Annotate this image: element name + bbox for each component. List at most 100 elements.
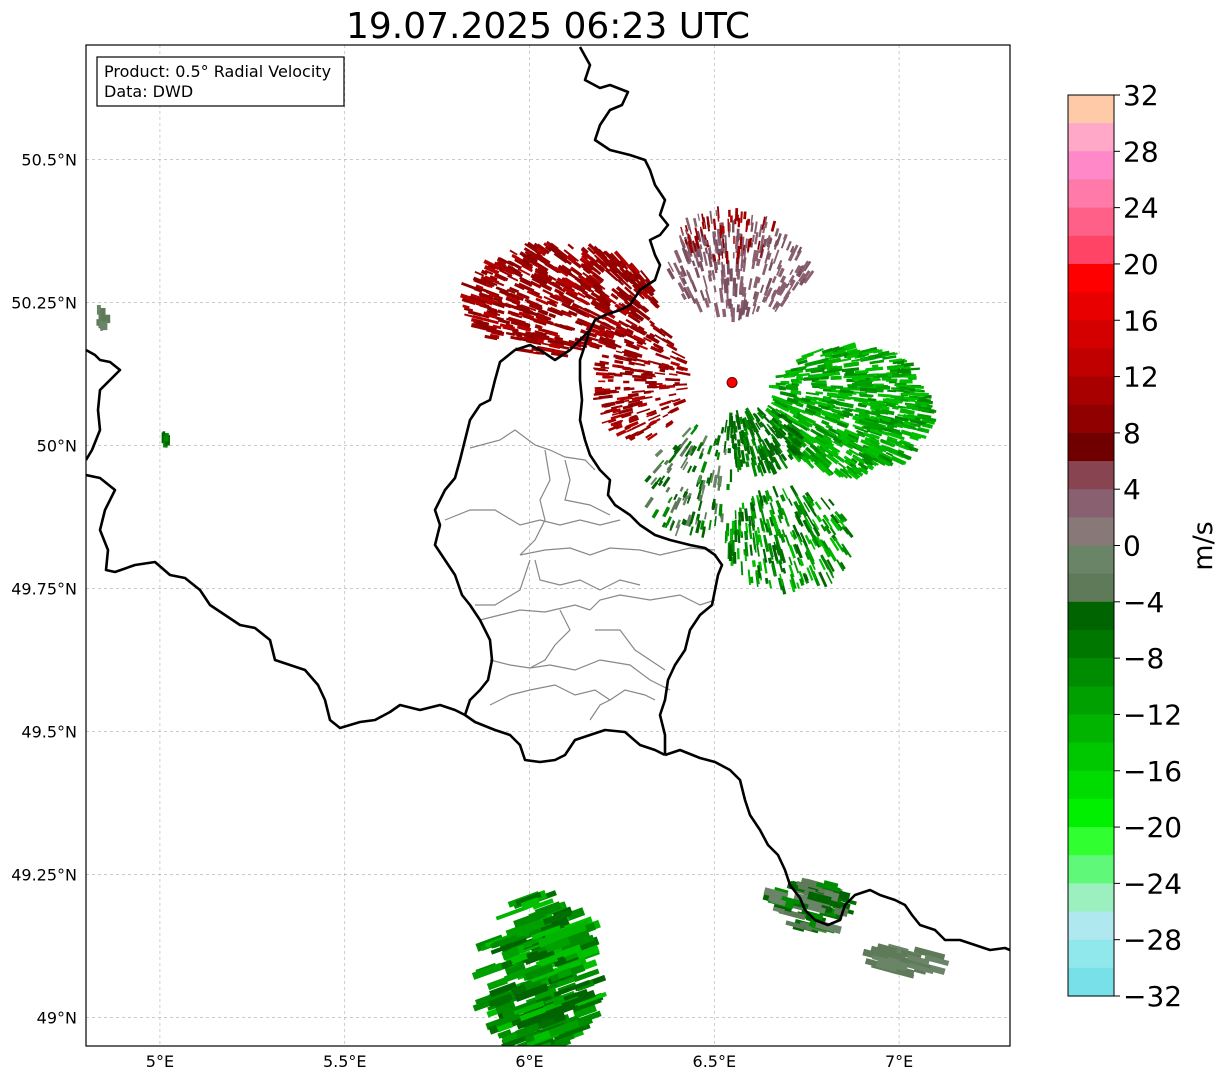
echo-pixel <box>524 963 555 981</box>
echo-pixel <box>792 429 805 440</box>
echo-pixel <box>875 385 891 390</box>
echo-pixel <box>754 231 759 245</box>
echo-pixel <box>769 427 776 434</box>
echo-pixel <box>566 254 577 264</box>
echo-pixel <box>796 271 803 278</box>
echo-pixel <box>890 432 903 440</box>
colorbar-segment <box>1068 179 1114 209</box>
echo-pixel <box>805 366 821 373</box>
echo-pixel <box>743 211 747 220</box>
echo-pixel <box>869 377 877 382</box>
echo-pixel <box>869 428 883 436</box>
echo-pixel <box>524 242 539 254</box>
echo-pixel <box>750 222 754 232</box>
echo-pixel <box>740 247 744 257</box>
echo-pixel <box>823 525 832 535</box>
echo-pixel <box>472 276 490 286</box>
colorbar-segment <box>1068 629 1114 659</box>
echo-pixel <box>821 518 830 529</box>
echo-pixel <box>522 259 534 267</box>
echo-pixel <box>825 571 833 584</box>
echo-pixel <box>793 892 824 908</box>
echo-pixel <box>721 261 724 276</box>
echo-pixel <box>774 400 788 408</box>
echo-pixel <box>771 435 778 443</box>
echo-pixel <box>738 416 744 425</box>
echo-pixel <box>771 544 779 561</box>
echo-pixel <box>789 245 795 253</box>
echo-pixel <box>519 279 533 287</box>
echo-pixel <box>642 305 650 313</box>
echo-pixel <box>787 431 794 438</box>
echo-pixel <box>646 295 660 309</box>
echo-pixel <box>639 395 653 401</box>
echo-pixel <box>555 338 570 344</box>
echo-pixel <box>756 407 767 417</box>
echo-pixel <box>752 440 760 454</box>
echo-pixel <box>740 211 743 223</box>
echo-pixel <box>685 286 694 298</box>
echo-pixel <box>888 358 903 363</box>
echo-pixel <box>820 426 836 437</box>
echo-pixel <box>619 396 633 401</box>
echo-pixel <box>520 304 537 312</box>
echo-pixel <box>489 308 499 315</box>
colorbar-segment <box>1068 827 1114 856</box>
echo-pixel <box>511 313 523 319</box>
echo-pixel <box>837 462 847 470</box>
echo-pixel <box>594 362 606 368</box>
echo-pixel <box>606 335 614 340</box>
echo-pixel <box>541 336 552 342</box>
echo-pixel <box>620 412 632 419</box>
echo-pixel <box>563 249 574 259</box>
echo-pixel <box>594 330 604 338</box>
echo-pixel <box>96 305 101 315</box>
echo-pixel <box>750 419 760 433</box>
echo-pixel <box>682 494 689 506</box>
echo-pixel <box>668 373 678 376</box>
inbound-fragment-west <box>96 305 111 331</box>
echo-pixel <box>774 444 782 455</box>
echo-pixel <box>799 414 817 425</box>
echo-pixel <box>744 508 749 522</box>
echo-pixel <box>625 328 634 335</box>
echo-pixel <box>811 382 827 387</box>
echo-pixel <box>640 403 647 408</box>
radar-site-marker <box>726 376 738 388</box>
echo-pixel <box>890 455 905 466</box>
echo-pixel <box>760 449 768 461</box>
echo-pixel <box>611 287 620 296</box>
echo-pixel <box>791 441 801 451</box>
echo-pixel <box>483 264 500 276</box>
echo-pixel <box>686 244 692 256</box>
echo-pixel <box>644 371 653 376</box>
echo-pixel <box>565 290 582 302</box>
echo-pixel <box>740 299 745 311</box>
echo-pixel <box>495 1013 521 1027</box>
echo-pixel <box>701 213 705 223</box>
echo-pixel <box>726 530 730 537</box>
colorbar-segment <box>1068 967 1114 997</box>
echo-pixel <box>615 350 623 354</box>
echo-pixel <box>856 432 866 438</box>
echo-pixel <box>629 435 636 441</box>
echo-pixel <box>748 278 753 291</box>
echo-pixel <box>643 390 651 394</box>
echo-pixel <box>694 242 701 258</box>
echo-pixel <box>777 446 783 454</box>
colorbar-tick-label: −20 <box>1123 811 1182 844</box>
echo-pixel <box>768 461 778 475</box>
echo-pixel <box>512 330 529 337</box>
echo-pixel <box>535 297 549 306</box>
echo-pixel <box>578 297 590 306</box>
echo-pixel <box>633 325 648 335</box>
echo-pixel <box>801 352 811 360</box>
echo-pixel <box>667 407 678 414</box>
echo-pixel <box>613 391 620 394</box>
echo-pixel <box>498 269 513 278</box>
echo-pixel <box>483 259 500 270</box>
echo-pixel <box>780 453 788 462</box>
echo-pixel <box>826 559 835 573</box>
echo-pixel <box>738 282 744 293</box>
echo-pixel <box>516 1010 554 1030</box>
